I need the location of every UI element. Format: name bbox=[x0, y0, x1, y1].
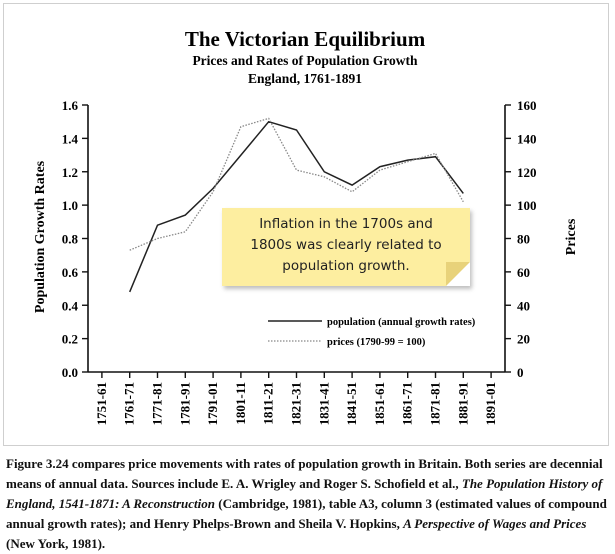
right-tick-label: 60 bbox=[517, 265, 530, 280]
left-tick-label: 1.4 bbox=[62, 131, 79, 146]
caption-book-2: A Perspective of Wages and Prices bbox=[403, 516, 587, 531]
caption-text-1: Figure 3.24 compares price movements wit… bbox=[6, 456, 603, 491]
chart-subtitle-2: England, 1761-1891 bbox=[248, 71, 362, 86]
left-tick-label: 1.0 bbox=[62, 198, 78, 213]
x-tick-label: 1891-01 bbox=[483, 382, 498, 425]
x-tick-label: 1841-51 bbox=[344, 382, 359, 425]
right-tick-label: 120 bbox=[517, 165, 537, 180]
x-tick-label: 1851-61 bbox=[372, 382, 387, 425]
caption-book-1: The Population History of England, 1541-… bbox=[6, 476, 603, 511]
x-tick-label: 1761-71 bbox=[122, 382, 137, 425]
right-tick-label: 0 bbox=[517, 365, 524, 380]
y-axis-label-left: Population Growth Rates bbox=[33, 160, 48, 313]
x-tick-label: 1821-31 bbox=[289, 382, 304, 425]
left-tick-label: 0.6 bbox=[62, 265, 79, 280]
legend-label-population: population (annual growth rates) bbox=[327, 317, 476, 328]
chart-title: The Victorian Equilibrium bbox=[185, 27, 426, 51]
legend-label-prices: prices (1790-99 = 100) bbox=[327, 337, 426, 348]
series-line-population bbox=[129, 120, 464, 293]
y-axis-label-right: Prices bbox=[564, 218, 579, 255]
x-tick-label: 1771-81 bbox=[150, 382, 165, 425]
note-line-2: 1800s was clearly related to bbox=[250, 237, 442, 253]
right-tick-label: 140 bbox=[517, 131, 537, 146]
x-tick-label: 1791-01 bbox=[205, 382, 220, 425]
x-tick-label: 1861-71 bbox=[400, 382, 415, 425]
note-fold-corner bbox=[446, 262, 470, 286]
caption-text-2: (Cambridge, 1981), table A3, column 3 (e… bbox=[6, 496, 607, 531]
right-tick-label: 20 bbox=[517, 332, 530, 347]
x-tick-label: 1881-91 bbox=[455, 382, 470, 425]
x-tick-label: 1871-81 bbox=[428, 382, 443, 425]
chart-subtitle-1: Prices and Rates of Population Growth bbox=[192, 53, 418, 68]
right-tick-label: 160 bbox=[517, 98, 537, 113]
x-tick-label: 1801-11 bbox=[233, 382, 248, 425]
x-tick-label: 1831-41 bbox=[316, 382, 331, 425]
x-tick-label: 1751-61 bbox=[94, 382, 109, 425]
legend: population (annual growth rates) prices … bbox=[268, 317, 476, 348]
note-line-3: population growth. bbox=[282, 258, 410, 274]
right-tick-label: 80 bbox=[517, 232, 530, 247]
right-tick-label: 40 bbox=[517, 298, 530, 313]
caption-text-3: (New York, 1981). bbox=[6, 536, 106, 551]
left-tick-label: 0.0 bbox=[62, 365, 78, 380]
left-tick-label: 1.2 bbox=[62, 165, 78, 180]
left-tick-label: 0.8 bbox=[62, 232, 79, 247]
figure-frame bbox=[3, 3, 609, 446]
chart: The Victorian Equilibrium Prices and Rat… bbox=[33, 27, 579, 425]
sticky-note: Inflation in the 1700s and 1800s was cle… bbox=[222, 208, 470, 286]
x-tick-label: 1781-91 bbox=[177, 382, 192, 425]
left-tick-label: 0.2 bbox=[62, 332, 78, 347]
x-tick-label: 1811-21 bbox=[261, 382, 276, 425]
right-tick-label: 100 bbox=[517, 198, 537, 213]
series-line-prices bbox=[129, 117, 464, 251]
note-line-1: Inflation in the 1700s and bbox=[259, 216, 433, 232]
left-tick-label: 1.6 bbox=[62, 98, 79, 113]
figure-caption: Figure 3.24 compares price movements wit… bbox=[6, 454, 610, 554]
left-tick-label: 0.4 bbox=[62, 298, 79, 313]
